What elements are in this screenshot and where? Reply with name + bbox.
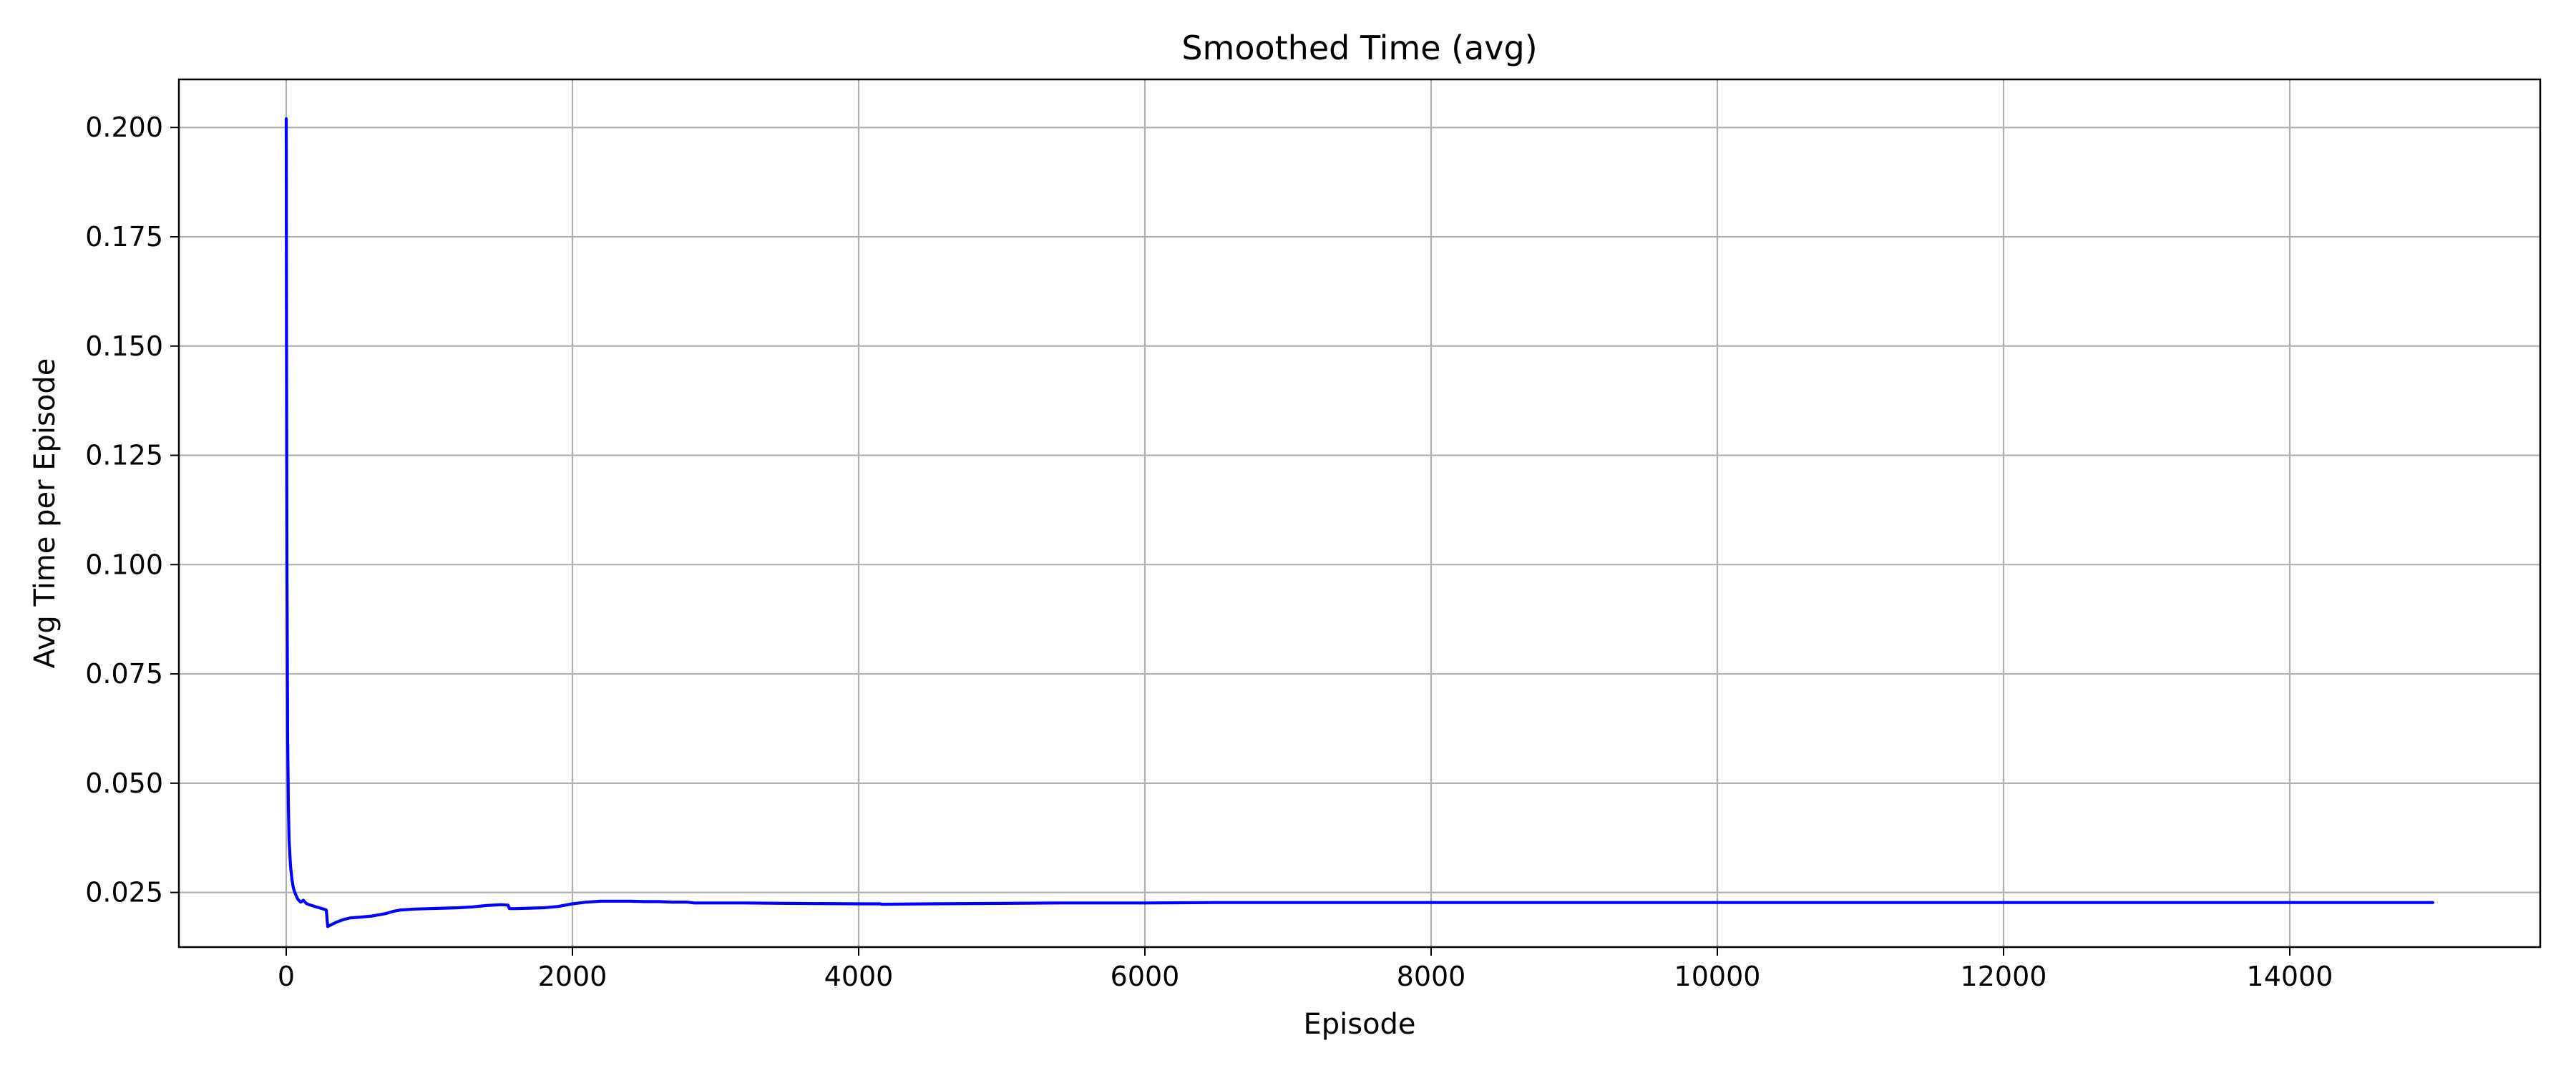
x-tick-label: 6000 [1111,961,1180,992]
tick-layer: 0 2000 4000 6000 8000 10000 12000 14000 0.025 0.0… [85,112,2333,992]
y-tick-label: 0.075 [85,658,163,690]
x-axis-label: Episode [1303,1008,1415,1041]
y-tick-label: 0.025 [85,877,163,908]
grid-layer [179,79,2540,947]
y-tick-label: 0.125 [85,440,163,471]
x-tick-label: 4000 [824,961,894,992]
plot-area-frame [177,78,2542,949]
y-tick-label: 0.150 [85,330,163,362]
series-layer [284,117,2435,929]
x-tick-label: 12000 [1961,961,2047,992]
series-line-0 [284,117,2435,929]
chart-title: Smoothed Time (avg) [1181,29,1537,67]
x-tick-label: 14000 [2247,961,2333,992]
x-tick-label: 0 [278,961,295,992]
y-tick-label: 0.200 [85,112,163,143]
x-tick-label: 2000 [538,961,608,992]
y-tick-label: 0.175 [85,221,163,253]
x-tick-label: 10000 [1674,961,1761,992]
y-axis-label: Avg Time per Episode [29,358,62,669]
x-tick-label: 8000 [1397,961,1466,992]
y-tick-label: 0.100 [85,549,163,580]
y-tick-label: 0.050 [85,768,163,799]
